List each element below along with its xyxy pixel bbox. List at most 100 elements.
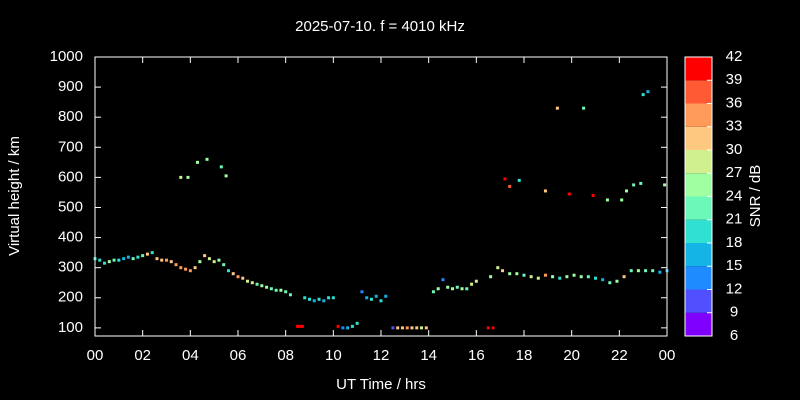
data-point [203,254,207,258]
data-point [543,273,547,277]
data-point [236,275,240,279]
data-point [174,263,178,267]
data-point [632,183,636,187]
data-point [486,326,490,330]
data-point [651,269,655,273]
data-point [646,90,650,94]
data-point [217,258,221,262]
y-tick-label: 500 [58,198,83,215]
data-point [131,257,135,261]
data-point [195,160,199,164]
data-point [186,175,190,179]
colorbar-label: SNR / dB [747,165,764,228]
data-point [503,177,507,181]
data-point [184,267,188,271]
data-point [639,181,643,185]
data-point [169,260,173,264]
data-point [179,266,183,270]
data-point [327,296,331,300]
data-point [288,293,292,297]
colorbar-tick-label: 9 [730,304,738,321]
data-point [572,273,576,277]
data-point [379,299,383,303]
data-point [517,178,521,182]
data-point [98,258,102,262]
y-tick-label: 700 [58,138,83,155]
data-point [591,193,595,197]
y-tick-label: 800 [58,108,83,125]
y-tick-label: 300 [58,259,83,276]
colorbar-tick-label: 33 [726,118,743,135]
colorbar-band [685,196,712,220]
colorbar-band [685,150,712,174]
x-tick-label: 16 [468,347,485,364]
data-point [410,326,414,330]
data-point [193,266,197,270]
data-point [212,260,216,264]
data-point [529,275,533,279]
data-point [303,296,307,300]
data-point [555,106,559,110]
data-point [150,251,154,255]
data-point [601,278,605,282]
colorbar-tick-label: 15 [726,257,743,274]
data-point [586,275,590,279]
data-point [536,276,540,280]
colorbar-tick-label: 6 [730,327,738,344]
data-point [274,288,278,292]
data-point [198,260,202,264]
data-point [605,198,609,202]
data-point [317,297,321,301]
colorbar-band [685,312,712,336]
colorbar-tick-label: 21 [726,211,743,228]
data-point [431,290,435,294]
chart-title: 2025-07-10. f = 4010 kHz [295,18,465,35]
data-point [663,183,667,187]
data-point [224,174,228,178]
data-point [384,294,388,298]
data-point [644,269,648,273]
x-tick-label: 20 [563,347,580,364]
x-tick-label: 10 [325,347,342,364]
data-point [219,165,223,169]
data-point [391,326,395,330]
data-point [470,282,474,286]
colorbar-tick-label: 27 [726,164,743,181]
data-point [400,326,404,330]
data-point [260,284,264,288]
data-point [608,281,612,285]
data-point [145,252,149,256]
data-point [346,326,350,330]
data-point [629,269,633,273]
data-point [207,257,211,261]
x-tick-label: 14 [420,347,437,364]
data-point [522,273,526,277]
data-point [341,326,345,330]
data-point [279,288,283,292]
data-point [360,290,364,294]
data-point [446,285,450,289]
data-point [420,326,424,330]
x-tick-label: 12 [373,347,390,364]
data-point [165,258,168,262]
colorbar-tick-label: 36 [726,94,743,111]
colorbar-band [685,243,712,267]
data-point [565,275,569,279]
y-tick-label: 900 [58,78,83,95]
data-point [451,287,454,291]
data-point [474,279,478,283]
data-point [126,255,130,259]
data-point [312,299,316,303]
data-point [491,326,495,330]
data-point [322,299,326,303]
data-point [122,257,126,261]
data-point [250,281,254,285]
y-tick-label: 1000 [50,48,83,65]
data-point [424,326,428,330]
data-point [496,266,500,270]
data-point [205,157,209,161]
data-point [117,258,121,262]
data-point [107,260,111,264]
x-tick-label: 00 [659,347,676,364]
